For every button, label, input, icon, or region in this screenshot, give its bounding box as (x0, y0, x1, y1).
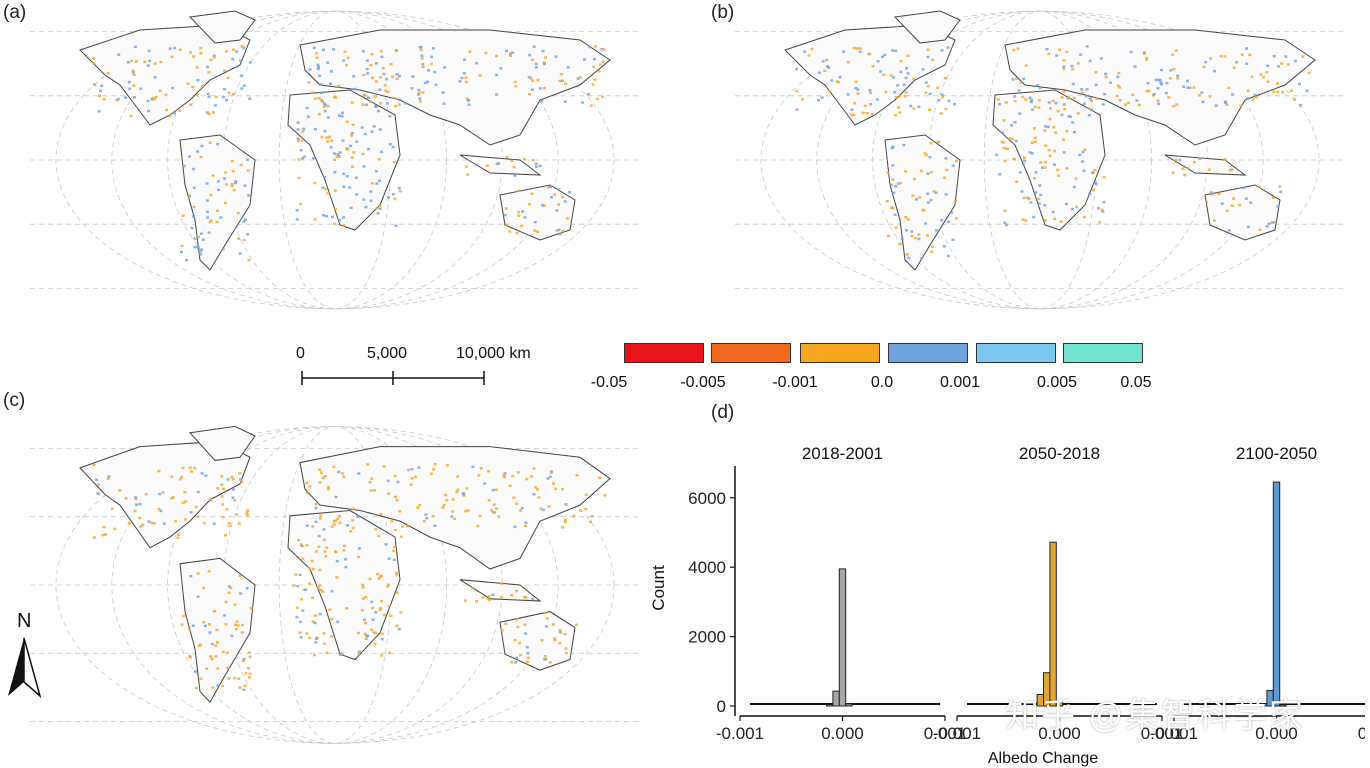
legend-tick-3: 0.0 (870, 374, 894, 391)
x-tick-label-2-0: -0.001 (1150, 724, 1198, 743)
legend-tick-4: 0.001 (939, 374, 981, 391)
x-tick-label-1-0: -0.001 (933, 724, 981, 743)
hist-bar-2-2 (1272, 481, 1281, 707)
y-tick-label-1: 2000 (688, 628, 726, 647)
x-tick-label-1-2: 0.001 (1141, 724, 1184, 743)
legend-tick-6: 0.05 (1120, 374, 1152, 391)
y-tick-label-3: 6000 (688, 489, 726, 508)
y-axis-label: Count (649, 565, 668, 611)
landmass-2 (179, 134, 256, 271)
legend-swatch-1 (711, 343, 791, 363)
legend-tick-5: 0.005 (1036, 374, 1078, 391)
hist-bar-0-1 (832, 690, 840, 707)
landmass-3 (1004, 29, 1316, 146)
watermark-text: 知乎 @集智科学家 (1005, 697, 1305, 735)
histogram-chart: 0 2000 4000 6000 Count 2018-2001 -0.001 0.000 0.… (649, 444, 1365, 767)
landmass-4 (992, 89, 1106, 231)
panel-label-a: (a) (3, 2, 27, 23)
scale-tick-0: 0 (296, 345, 305, 362)
landmass-6 (459, 579, 542, 602)
albedo-pixels (91, 45, 606, 262)
x-tick-label-1-1: 0.000 (1038, 724, 1081, 743)
continents (784, 10, 1316, 271)
scale-tick-10000: 10,000 km (456, 345, 531, 362)
landmass-1 (188, 425, 256, 462)
facet-title-0: 2018-2001 (802, 444, 883, 463)
scale-bar-line (301, 371, 485, 385)
facet-1: 2050-2018 -0.001 0.000 0.001 (933, 444, 1183, 743)
facet-0: 2018-2001 -0.001 0.000 0.001 (716, 444, 966, 743)
hist-bar-0-0 (826, 704, 834, 707)
landmass-1 (893, 10, 961, 44)
panel-label-d: (d) (711, 402, 735, 423)
landmass-6 (459, 154, 542, 176)
facet-title-2: 2100-2050 (1236, 444, 1317, 463)
hist-bar-2-3 (1279, 704, 1287, 707)
legend-swatch-2 (800, 343, 880, 363)
continents (79, 425, 611, 703)
x-tick-label-0-0: -0.001 (716, 724, 764, 743)
panel-label-c: (c) (3, 390, 26, 411)
north-arrow-icon (8, 637, 42, 699)
legend-tick-0: -0.05 (590, 374, 628, 391)
x-tick-label-0-2: 0.001 (924, 724, 967, 743)
legend-swatch-3 (888, 343, 968, 363)
x-tick-label-0-1: 0.000 (821, 724, 864, 743)
landmass-4 (287, 89, 401, 231)
x-axis-label: Albedo Change (988, 750, 1098, 767)
landmass-5 (1204, 184, 1281, 241)
x-tick-label-2-2: 0.001 (1358, 724, 1365, 743)
legend-tick-2: -0.001 (772, 374, 818, 391)
landmass-5 (499, 184, 576, 241)
north-label: N (17, 610, 32, 632)
hist-bar-0-3 (845, 703, 853, 707)
landmass-4 (287, 509, 401, 661)
albedo-pixels (795, 45, 1311, 260)
albedo-pixels (92, 463, 607, 692)
facet-title-1: 2050-2018 (1019, 444, 1100, 463)
y-tick-label-2: 4000 (688, 558, 726, 577)
x-tick-label-2-1: 0.000 (1255, 724, 1298, 743)
scale-tick-5000: 5,000 (367, 345, 408, 362)
panel-label-b: (b) (711, 2, 735, 23)
landmass-2 (884, 134, 961, 271)
legend-tick-1: -0.005 (680, 374, 726, 391)
landmass-1 (188, 10, 256, 44)
legend-swatch-5 (1063, 343, 1143, 363)
legend-swatch-0 (624, 343, 704, 363)
continents (79, 10, 611, 271)
hist-bar-1-2 (1049, 541, 1057, 707)
facet-2: 2100-2050 -0.001 0.000 0.001 (1150, 444, 1365, 743)
landmass-6 (1164, 154, 1247, 176)
map-panel-c (30, 425, 640, 744)
hist-bar-0-2 (838, 568, 847, 707)
map-panel-b (735, 10, 1345, 310)
map-panel-a (30, 10, 640, 310)
legend-swatch-4 (976, 343, 1056, 363)
hist-bar-1-3 (1055, 701, 1064, 707)
y-tick-label-0: 0 (717, 697, 726, 716)
